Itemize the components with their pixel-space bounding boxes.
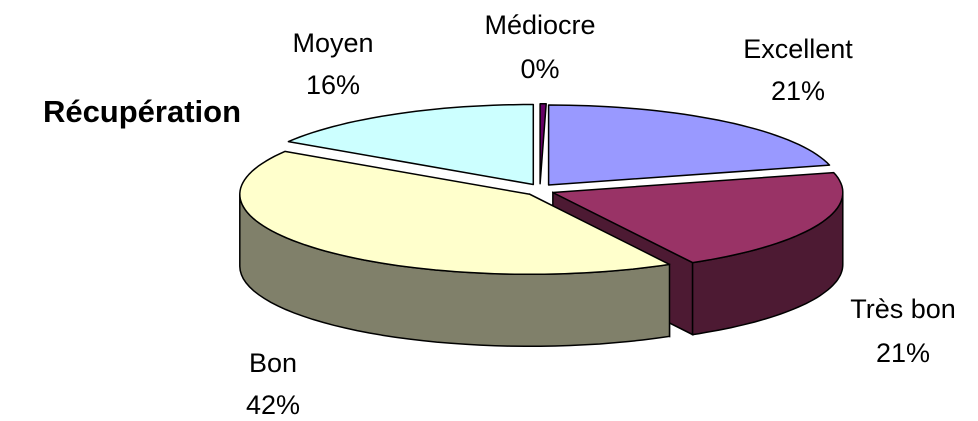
slice-label-excellent: Excellent [743, 34, 853, 64]
pie-slice-bon [239, 150, 671, 276]
slice-value-excellent: 21% [771, 76, 825, 106]
slice-label-mediocre: Médiocre [484, 10, 595, 40]
pie-slice-tres-bon [552, 171, 844, 264]
pie-slice-mediocre [539, 102, 547, 185]
chart-title: Récupération [43, 94, 241, 129]
slice-label-bon: Bon [249, 348, 297, 378]
pie-slice-moyen [287, 103, 535, 186]
slice-value-mediocre: 0% [520, 54, 559, 84]
slice-label-moyen: Moyen [292, 28, 373, 58]
slice-label-tres-bon: Très bon [850, 294, 956, 324]
pie-slice-excellent [547, 104, 831, 186]
pie-tops [239, 102, 844, 276]
slice-value-moyen: 16% [306, 70, 360, 100]
slice-value-bon: 42% [246, 390, 300, 420]
slice-value-tres-bon: 21% [876, 338, 930, 368]
